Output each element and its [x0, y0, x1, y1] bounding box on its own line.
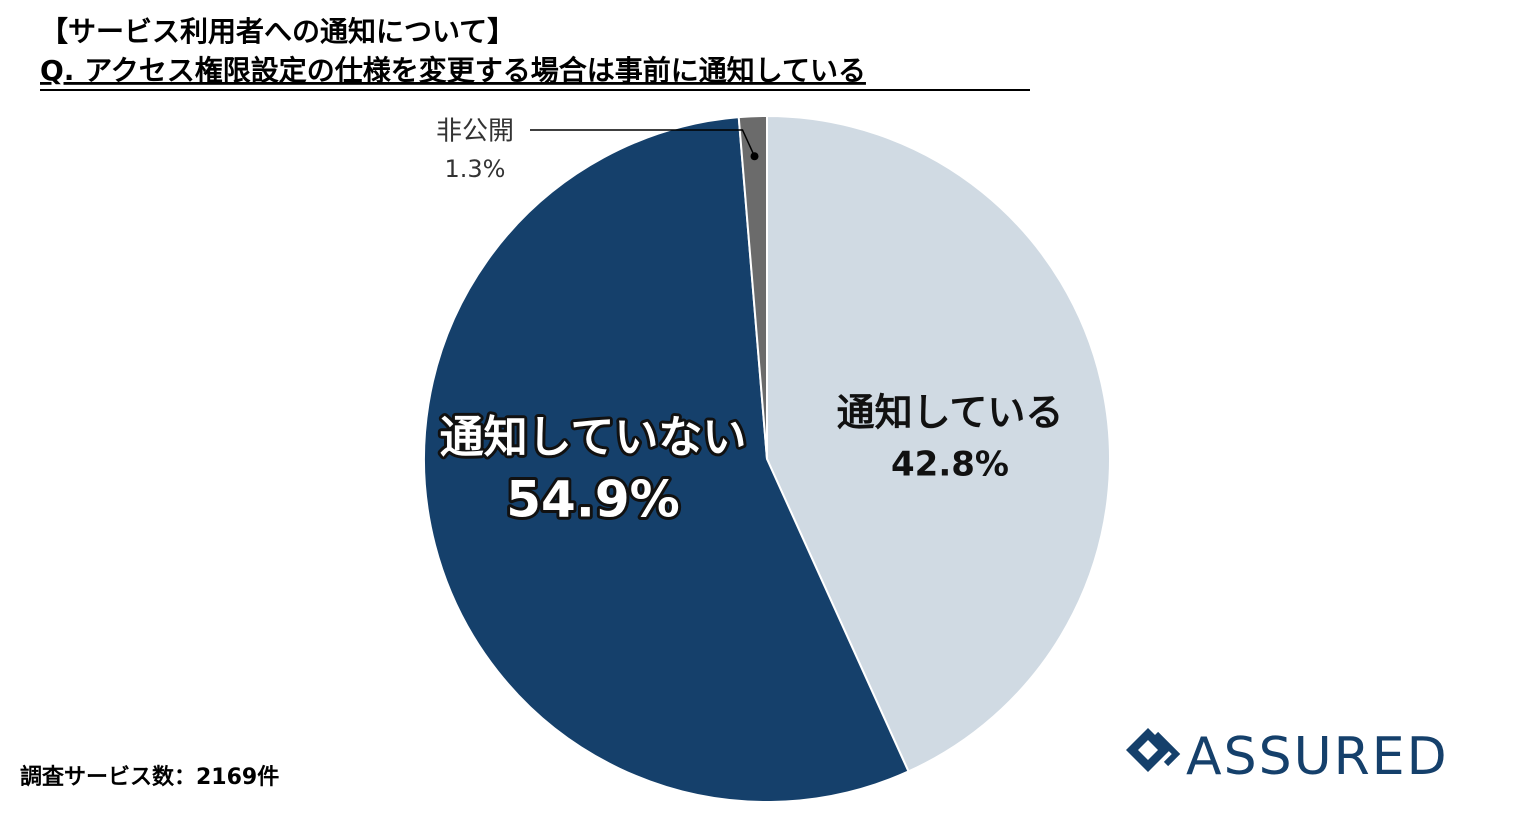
logo-icon — [1153, 731, 1181, 767]
slice-label: 通知している — [837, 391, 1064, 435]
chart-subtitle: Q. アクセス権限設定の仕様を変更する場合は事前に通知している — [40, 54, 866, 87]
pie-slice — [423, 116, 910, 803]
footnote: 調査サービス数：2169件 — [20, 764, 279, 790]
chart-title: 【サービス利用者への通知について】 — [40, 15, 515, 48]
slice-label: 通知していない — [440, 412, 747, 463]
value-label: 54.9% — [506, 471, 679, 529]
value-label: 1.3% — [445, 155, 506, 183]
logo-text: ASSURED — [1186, 727, 1449, 787]
slice-label: 非公開 — [436, 117, 514, 147]
value-label: 42.8% — [891, 445, 1009, 485]
logo: ASSURED — [1126, 727, 1449, 787]
logo-icon — [1126, 728, 1170, 772]
pie-slice — [737, 114, 768, 460]
pie — [423, 114, 1111, 803]
leader-dot — [750, 152, 759, 161]
leader-line — [530, 129, 756, 157]
pie-slice — [766, 114, 1111, 773]
